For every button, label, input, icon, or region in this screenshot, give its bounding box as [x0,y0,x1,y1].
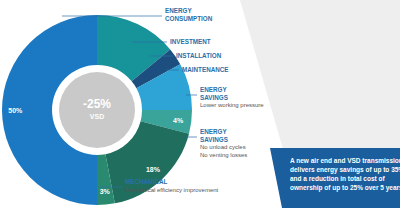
svg-text:3%: 3% [100,188,111,195]
svg-text:Lower working pressure: Lower working pressure [200,102,264,108]
svg-text:Mechanical efficiency improvem: Mechanical efficiency improvement [125,187,219,193]
svg-text:MAINTENANCE: MAINTENANCE [182,66,229,73]
svg-text:ENERGY: ENERGY [200,128,227,135]
svg-text:ownership of up to 25% over 5: ownership of up to 25% over 5 years. [290,184,392,192]
svg-text:No venting losses: No venting losses [200,152,247,158]
svg-text:A new air end and VSD transmis: A new air end and VSD transmission [290,157,392,164]
svg-text:50%: 50% [8,107,23,114]
svg-text:ENERGY: ENERGY [165,7,192,14]
svg-text:INVESTMENT: INVESTMENT [170,38,211,45]
svg-text:No unload cycles: No unload cycles [200,144,246,150]
svg-text:CONSUMPTION: CONSUMPTION [165,15,213,22]
svg-text:delivers energy savings of up: delivers energy savings of up to 35% [290,166,392,174]
svg-text:-25%: -25% [83,97,111,111]
svg-text:MECHANICAL: MECHANICAL [125,178,167,185]
svg-text:and a reduction in total cost: and a reduction in total cost of [290,175,385,182]
svg-text:4%: 4% [173,117,184,124]
svg-text:18%: 18% [146,166,161,173]
svg-text:ENERGY: ENERGY [200,86,227,93]
svg-text:INSTALLATION: INSTALLATION [176,52,222,59]
svg-text:SAVINGS: SAVINGS [200,94,228,101]
svg-text:VSD: VSD [90,113,104,120]
svg-text:SAVINGS: SAVINGS [200,136,228,143]
